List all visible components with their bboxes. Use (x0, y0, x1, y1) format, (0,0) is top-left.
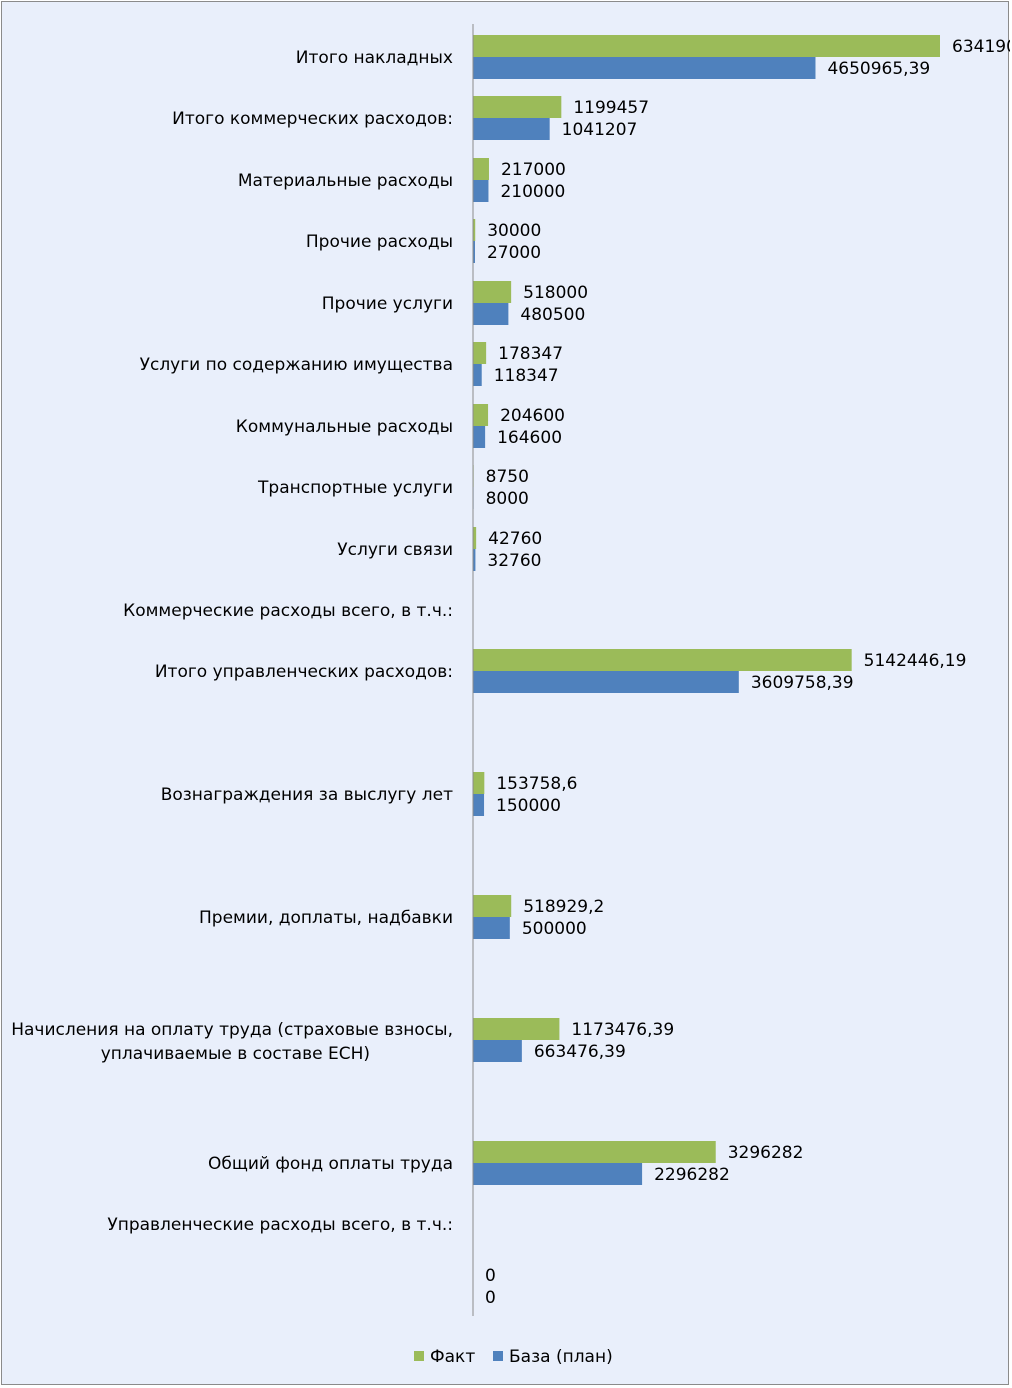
value-label-fact: 204600 (500, 406, 565, 426)
category-label: Начисления на оплату труда (страховые вз… (11, 1020, 453, 1040)
bar-fact (473, 35, 940, 57)
bar-fact (473, 219, 476, 241)
value-label-base-plan: 27000 (487, 243, 541, 263)
category-label: Услуги связи (337, 540, 453, 560)
category-label: Коммунальные расходы (236, 417, 453, 437)
category-label: Транспортные услуги (257, 478, 453, 498)
bar-base-plan (473, 426, 486, 448)
category-label: Прочие услуги (322, 294, 453, 314)
value-label-fact: 178347 (498, 344, 563, 364)
category-label: Услуги по содержанию имущества (140, 355, 453, 375)
value-label-base-plan: 32760 (487, 551, 541, 571)
value-label-fact: 5142446,19 (864, 651, 967, 671)
category-label: Материальные расходы (238, 171, 453, 191)
bar-base-plan (473, 1040, 522, 1062)
legend-swatch-base-plan (493, 1351, 503, 1361)
bar-fact (473, 281, 512, 303)
bar-base-plan (473, 303, 509, 325)
bar-base-plan (473, 917, 510, 939)
value-label-base-plan: 480500 (520, 305, 585, 325)
bar-fact (473, 96, 562, 118)
value-label-fact: 6341903,19 (952, 37, 1010, 57)
category-label: Прочие расходы (306, 232, 453, 252)
category-label: Вознаграждения за выслугу лет (161, 785, 453, 805)
bar-base-plan (473, 180, 489, 202)
bar-base-plan (473, 241, 475, 263)
value-label-base-plan: 500000 (522, 919, 587, 939)
bar-base-plan (473, 57, 816, 79)
category-label: Итого накладных (296, 48, 453, 68)
value-label-fact: 518929,2 (523, 897, 604, 917)
bar-base-plan (473, 364, 482, 386)
bar-base-plan (473, 118, 550, 140)
category-label: Коммерческие расходы всего, в т.ч.: (123, 601, 453, 621)
category-label: Премии, доплаты, надбавки (199, 908, 453, 928)
value-label-fact: 30000 (487, 221, 541, 241)
bar-base-plan (473, 1163, 643, 1185)
bar-fact (473, 1018, 560, 1040)
legend: Факт База (план) (414, 1347, 613, 1367)
value-label-base-plan: 663476,39 (534, 1042, 626, 1062)
value-label-fact: 217000 (501, 160, 566, 180)
value-label-base-plan: 118347 (494, 366, 559, 386)
legend-swatch-fact (414, 1351, 424, 1361)
value-label-base-plan: 150000 (496, 796, 561, 816)
bar-base-plan (473, 671, 739, 693)
value-label-base-plan: 2296282 (654, 1165, 730, 1185)
category-label: Общий фонд оплаты труда (208, 1154, 453, 1174)
value-label-base-plan: 8000 (486, 489, 529, 509)
bars-layer (473, 35, 940, 1185)
bar-fact (473, 342, 487, 364)
value-label-fact: 1199457 (573, 98, 649, 118)
category-label-line2: уплачиваемые в составе ЕСН) (101, 1044, 370, 1064)
bar-fact (473, 772, 485, 794)
bar-fact (473, 158, 489, 180)
value-label-fact: 153758,6 (496, 774, 577, 794)
value-label-fact: 8750 (486, 467, 529, 487)
value-label-base-plan: 210000 (500, 182, 565, 202)
value-label-fact: 518000 (523, 283, 588, 303)
bar-base-plan (473, 794, 485, 816)
category-label: Итого управленческих расходов: (155, 662, 453, 682)
category-label: Управленческие расходы всего, в т.ч.: (107, 1215, 453, 1235)
value-label-base-plan: 3609758,39 (751, 673, 854, 693)
value-label-fact: 0 (485, 1266, 496, 1286)
value-label-base-plan: 164600 (497, 428, 562, 448)
legend-label-base-plan: База (план) (509, 1347, 613, 1367)
legend-label-fact: Факт (430, 1347, 475, 1367)
bar-fact (473, 404, 489, 426)
value-label-fact: 1173476,39 (571, 1020, 674, 1040)
bar-fact (473, 1141, 716, 1163)
bar-base-plan (473, 549, 476, 571)
bar-fact (473, 895, 512, 917)
value-label-base-plan: 1041207 (562, 120, 638, 140)
value-label-fact: 3296282 (728, 1143, 804, 1163)
bar-fact (473, 527, 477, 549)
value-label-base-plan: 4650965,39 (827, 59, 930, 79)
category-label: Итого коммерческих расходов: (172, 109, 453, 129)
category-labels-layer: Итого накладных Итого коммерческих расход… (11, 48, 453, 1235)
bar-fact (473, 649, 852, 671)
value-label-base-plan: 0 (485, 1288, 496, 1308)
value-label-fact: 42760 (488, 529, 542, 549)
